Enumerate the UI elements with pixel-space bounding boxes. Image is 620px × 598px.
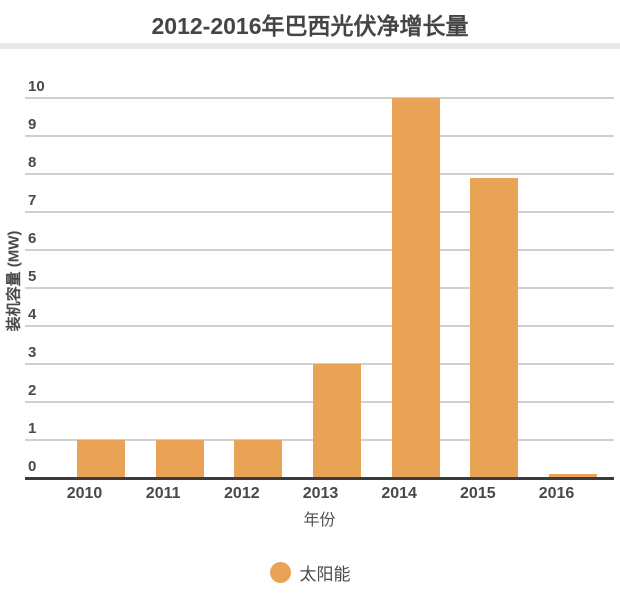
legend-swatch-icon	[269, 561, 291, 583]
legend: 太阳能	[0, 560, 620, 584]
y-tick-label: 10	[28, 78, 45, 95]
chart-title: 2012-2016年巴西光伏净增长量	[151, 13, 469, 39]
bar-2016[interactable]	[549, 474, 597, 478]
x-axis-title: 年份	[303, 512, 336, 529]
y-tick-label: 4	[28, 306, 37, 323]
y-tick-label: 6	[28, 230, 37, 247]
plot-area: 0 1 2 3 4 5 6 7 8 9 10 2010 2011 2012 2013 2014 2015 2016	[25, 79, 614, 502]
y-axis-title: 装机容量 (MW)	[5, 230, 23, 332]
y-tick-label: 0	[28, 458, 37, 475]
x-tick-label: 2016	[538, 485, 575, 502]
x-tick-label: 2015	[460, 485, 496, 502]
grid-line	[25, 211, 614, 213]
grid-line	[25, 325, 614, 327]
grid-line	[25, 287, 614, 289]
x-tick-label: 2014	[381, 485, 417, 502]
y-tick-label: 8	[28, 154, 37, 171]
x-tick-label: 2013	[302, 485, 339, 502]
y-tick-label: 1	[28, 420, 37, 437]
x-tick-label: 2011	[145, 485, 181, 502]
y-tick-label: 2	[28, 382, 37, 399]
bar-2011[interactable]	[155, 440, 204, 478]
title-divider	[0, 43, 620, 49]
grid-line	[25, 173, 614, 175]
x-tick-label: 2012	[224, 485, 260, 502]
y-tick-label: 5	[28, 268, 37, 285]
bar-2010[interactable]	[77, 440, 125, 478]
x-tick-label: 2010	[66, 485, 103, 502]
grid-line	[25, 249, 614, 251]
grid-line	[25, 97, 614, 99]
bar-2014[interactable]	[391, 98, 440, 478]
legend-label[interactable]: 太阳能	[299, 564, 351, 584]
x-axis-line	[25, 477, 614, 480]
y-tick-label: 9	[28, 116, 37, 133]
bar-2012[interactable]	[234, 440, 283, 478]
bar-2015[interactable]	[470, 177, 519, 478]
grid-line	[25, 135, 614, 137]
bar-2013[interactable]	[313, 364, 361, 478]
y-tick-label: 3	[28, 344, 37, 361]
y-tick-label: 7	[28, 192, 37, 209]
